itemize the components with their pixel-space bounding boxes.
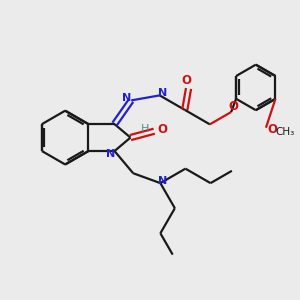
Text: N: N [158, 176, 167, 186]
Text: N: N [106, 149, 115, 159]
Text: O: O [228, 100, 238, 113]
Text: O: O [158, 123, 167, 136]
Text: CH₃: CH₃ [275, 127, 294, 137]
Text: N: N [122, 93, 132, 103]
Text: N: N [158, 88, 167, 98]
Text: O: O [182, 74, 191, 87]
Text: O: O [267, 123, 277, 136]
Text: H: H [141, 124, 149, 134]
